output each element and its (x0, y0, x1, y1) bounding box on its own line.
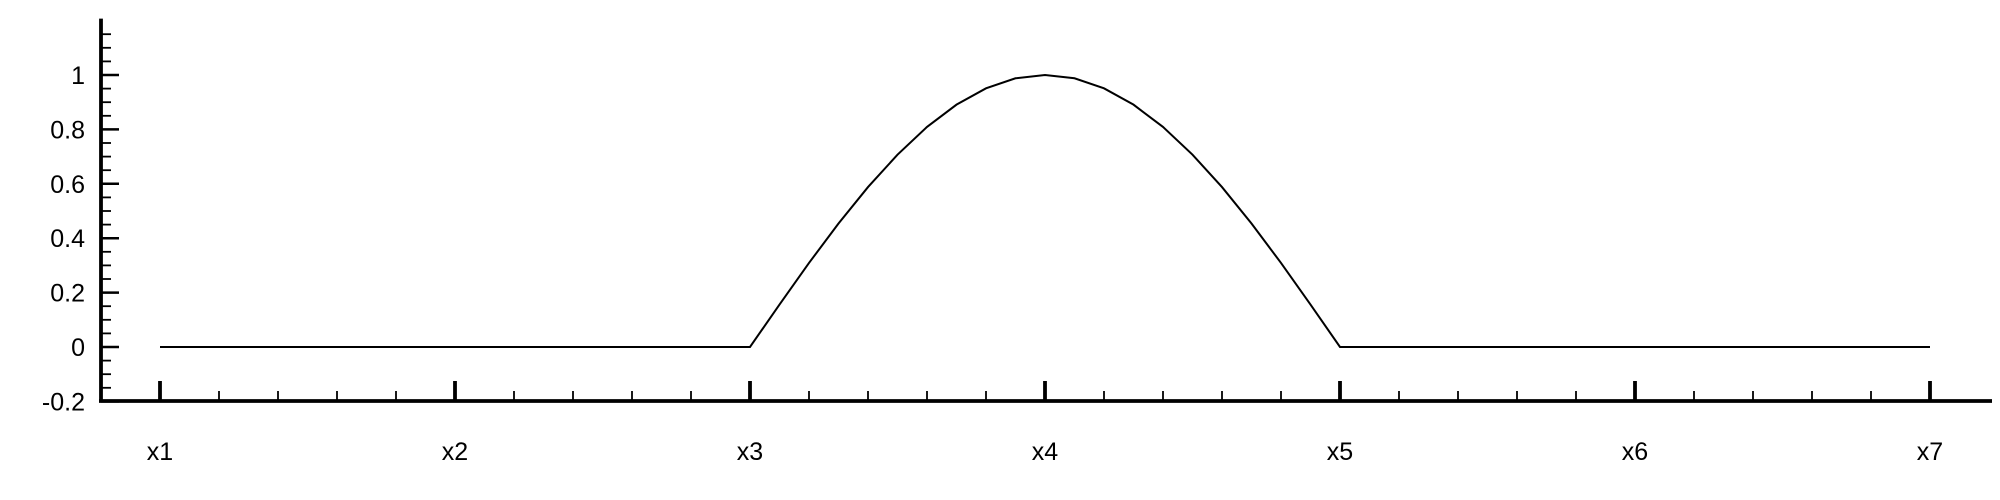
data-series (160, 73, 1930, 348)
y-tick-label: 1 (71, 62, 85, 90)
x-tick-label: x7 (1917, 438, 1943, 466)
y-tick-label: 0.6 (50, 171, 85, 199)
x-tick-label: x4 (1032, 438, 1059, 466)
x-tick-label: x6 (1622, 438, 1648, 466)
y-tick-label: 0.8 (50, 116, 85, 144)
y-tick-label: 0 (71, 334, 85, 362)
x-tick-label: x1 (147, 438, 173, 466)
x-tick-label: x2 (442, 438, 468, 466)
tick-labels: x1 x2 x3 x4 x5 x6 x7 -0.2 0 0.2 0.4 0.6 0.8 1 (42, 62, 1943, 466)
y-tick-label: -0.2 (42, 388, 85, 416)
axes (99, 18, 1992, 403)
y-tick-label: 0.4 (50, 225, 85, 253)
x-tick-label: x3 (737, 438, 763, 466)
axis-ticks (101, 33, 1932, 403)
series-line (160, 73, 1930, 348)
x-tick-label: x5 (1327, 438, 1353, 466)
y-tick-label: 0.2 (50, 280, 85, 308)
